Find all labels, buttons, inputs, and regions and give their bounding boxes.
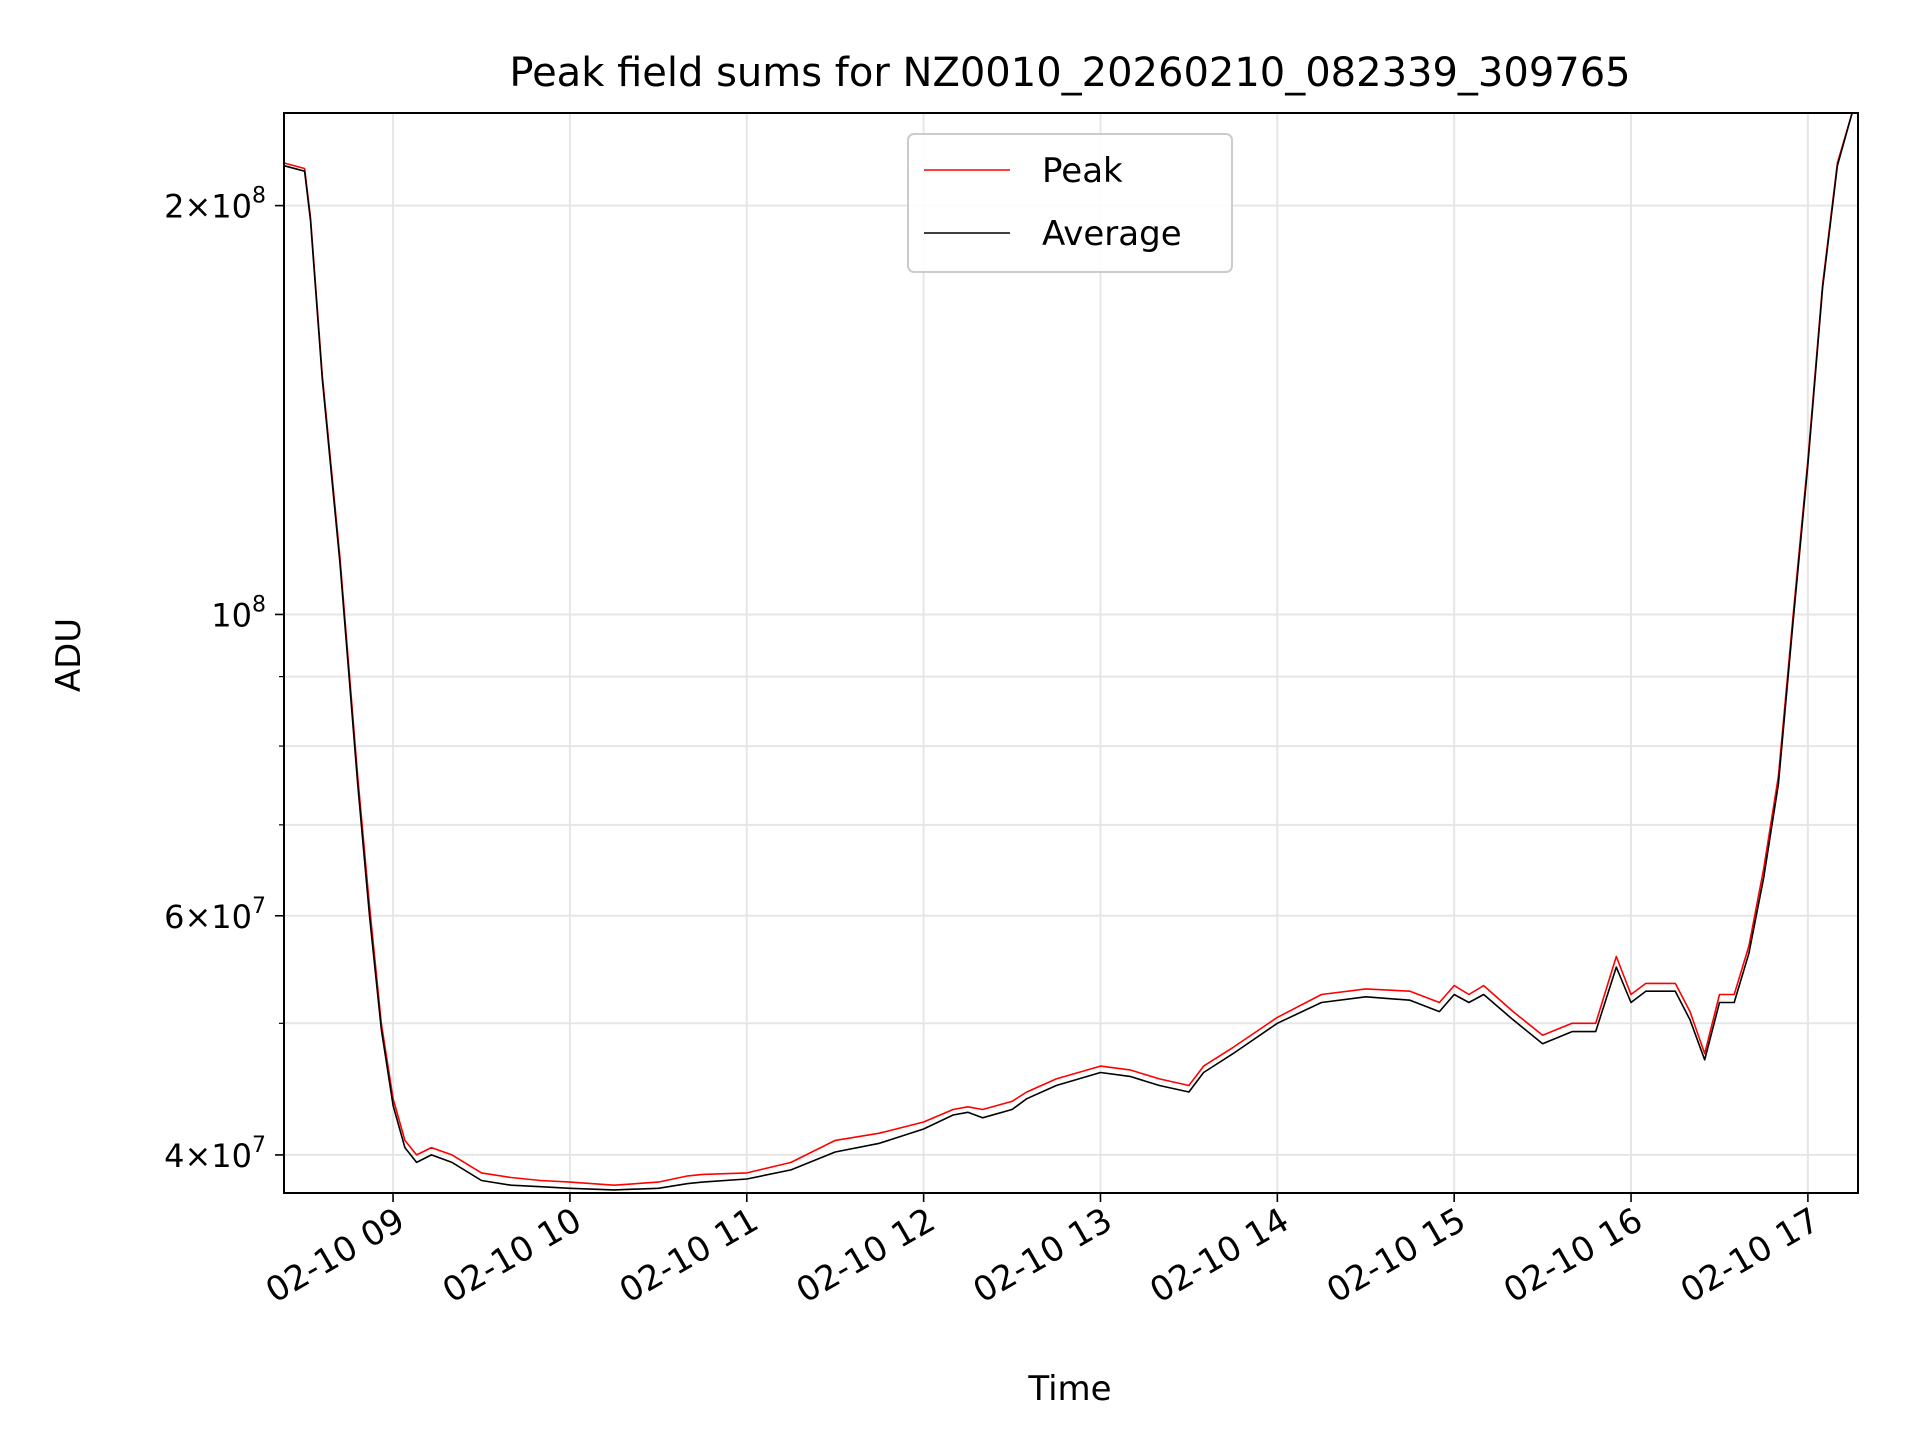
legend: Peak Average bbox=[907, 133, 1233, 273]
y-tick-label: 4×107 bbox=[164, 1133, 266, 1175]
average-series-line bbox=[283, 112, 1853, 1191]
y-tick-label: 6×107 bbox=[164, 894, 266, 936]
axes-frame bbox=[283, 112, 1859, 1194]
legend-frame bbox=[907, 133, 1233, 273]
x-axis-label: Time bbox=[1027, 1369, 1111, 1409]
plot-area bbox=[283, 112, 1853, 1191]
legend-average-label: Average bbox=[1042, 214, 1182, 254]
y-tick-label: 2×108 bbox=[164, 184, 266, 226]
peak-series-line bbox=[283, 112, 1853, 1186]
y-axis-label: ADU bbox=[49, 618, 89, 692]
y-tick-label: 108 bbox=[211, 592, 266, 634]
grid bbox=[284, 113, 1858, 1193]
legend-peak-label: Peak bbox=[1042, 151, 1123, 191]
chart-title: Peak field sums for NZ0010_20260210_0823… bbox=[509, 50, 1630, 96]
